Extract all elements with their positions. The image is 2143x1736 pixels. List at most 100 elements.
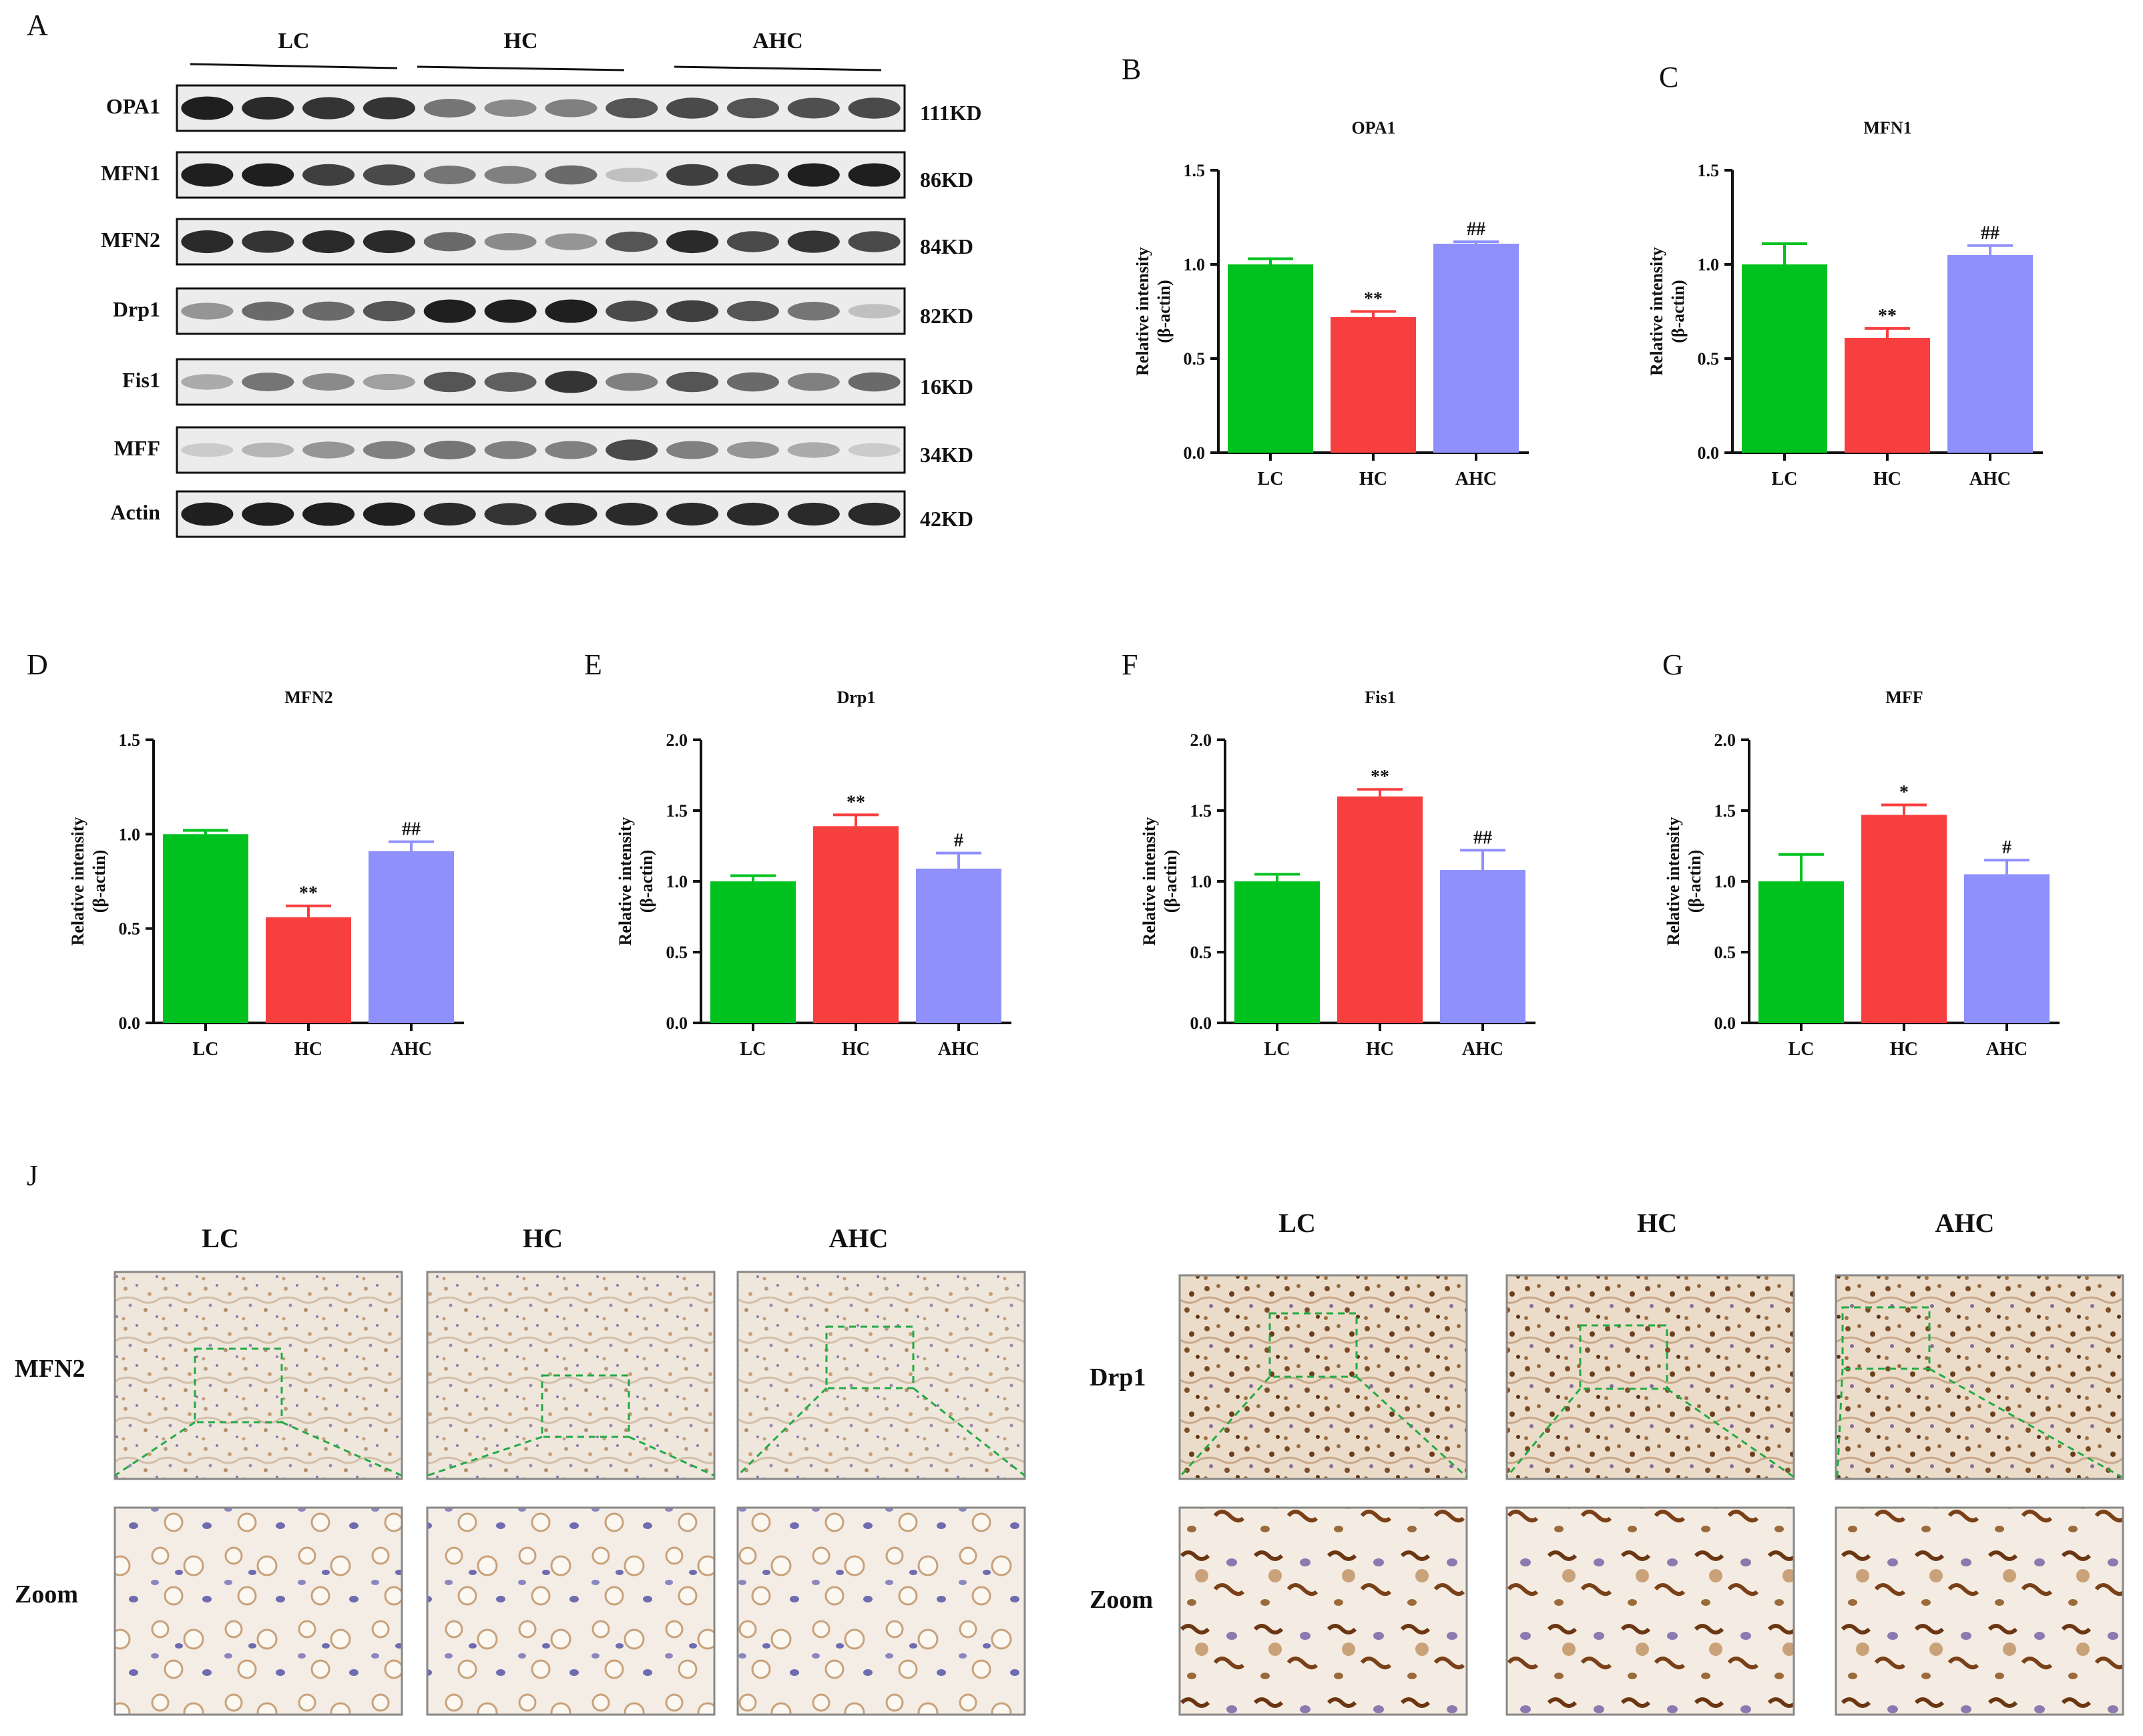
x-tick-label: LC: [193, 1039, 219, 1060]
y-tick-label: 0.5: [1714, 943, 1736, 962]
y-tick-label: 0.0: [666, 1014, 688, 1033]
blot-group-line: [674, 65, 882, 71]
bar-ahc: [369, 851, 454, 1023]
y-tick-label: 1.5: [1190, 801, 1212, 821]
bar-hc: [1337, 796, 1423, 1023]
blot-band: [848, 163, 901, 187]
ihc-drp1-hc-zoom: [1505, 1506, 1795, 1716]
panel-label-G: G: [1662, 648, 1684, 681]
blot-band: [787, 302, 840, 320]
ihc-left-col-lc: LC: [202, 1223, 239, 1253]
significance-mark: **: [847, 792, 865, 813]
zoom-box-mfn2-ahc: [825, 1325, 915, 1389]
blot-band: [545, 441, 598, 459]
significance-mark: #: [954, 831, 963, 851]
blot-size-label: 42KD: [920, 507, 973, 531]
blot-band: [302, 373, 355, 391]
blot-band: [787, 230, 840, 253]
blot-group-line: [417, 65, 625, 71]
blot-band: [363, 300, 415, 322]
chart-drp1: Drp1 0.0 0.5 1.0 1.5 2.0 Relative intensity (β-…: [616, 688, 1011, 1060]
blot-band: [545, 99, 598, 118]
blot-band: [787, 442, 840, 458]
bar-hc: [1861, 815, 1947, 1023]
bar-ahc: [1440, 870, 1525, 1023]
blot-band: [423, 99, 476, 118]
chart-mfn2: MFN2 0.0 0.5 1.0 1.5 Relative intensity (β-act…: [68, 688, 464, 1060]
blot-band: [242, 96, 294, 120]
chart-title: MFN1: [1863, 118, 1911, 138]
ihc-left-col-hc: HC: [523, 1223, 563, 1253]
blot-protein-label: Drp1: [113, 297, 160, 321]
blot-band: [242, 373, 294, 391]
blot-band: [363, 164, 415, 186]
panel-label-C: C: [1659, 61, 1678, 93]
blot-band: [302, 230, 355, 254]
blot-protein-label: MFN2: [101, 228, 160, 252]
panel-label-D: D: [27, 648, 48, 681]
blot-band: [666, 97, 719, 119]
blot-band: [484, 99, 537, 118]
blot-protein-label: Actin: [110, 500, 160, 524]
x-tick-label: AHC: [1455, 469, 1497, 489]
y-tick-label: 0.5: [1190, 943, 1212, 962]
zoom-box-mfn2-hc: [541, 1374, 630, 1438]
bar-hc: [266, 917, 351, 1023]
bar-lc: [1742, 264, 1827, 453]
y-tick-label: 2.0: [1714, 730, 1736, 750]
significance-mark: **: [1878, 306, 1897, 327]
blot-band: [484, 299, 537, 323]
x-tick-label: HC: [1890, 1039, 1918, 1060]
x-tick-label: AHC: [1986, 1039, 2028, 1060]
chart-opa1: OPA1 0.0 0.5 1.0 1.5 Relative intensity (β-act…: [1133, 118, 1529, 489]
blot-band: [666, 502, 719, 526]
blot-band: [606, 300, 658, 322]
blot-protein-label: MFN1: [101, 161, 160, 185]
blot-band: [545, 502, 598, 526]
significance-mark: ##: [402, 819, 421, 840]
blot-band: [181, 302, 234, 320]
blot-band: [363, 373, 415, 391]
bar-hc: [813, 826, 899, 1023]
x-tick-label: AHC: [1969, 469, 2011, 489]
ihc-mfn2-lc-zoom: [113, 1506, 403, 1716]
blot-band: [484, 441, 537, 459]
blot-band: [484, 166, 537, 184]
x-tick-label: AHC: [938, 1039, 979, 1060]
panel-label-F: F: [1122, 648, 1138, 681]
significance-mark: ##: [1981, 223, 1999, 244]
bar-lc: [1234, 881, 1320, 1023]
blot-band: [181, 230, 234, 254]
blot-band: [242, 502, 294, 526]
blot-protein-label: OPA1: [106, 94, 160, 118]
y-axis-label: Relative intensity (β-actin): [616, 817, 656, 946]
blot-band: [363, 97, 415, 120]
blot-band: [848, 231, 901, 252]
bar-hc: [1331, 316, 1416, 453]
blot-band: [606, 168, 658, 182]
y-tick-label: 1.5: [119, 730, 141, 750]
blot-row-box: [176, 84, 906, 132]
significance-mark: *: [1899, 783, 1909, 803]
y-tick-label: 0.0: [1714, 1014, 1736, 1033]
blot-band: [726, 231, 779, 252]
ihc-row-label-mfn2: MFN2: [15, 1355, 85, 1383]
x-tick-label: HC: [1366, 1039, 1394, 1060]
panel-label-A: A: [27, 9, 48, 41]
blot-band: [848, 502, 901, 526]
bar-lc: [710, 881, 796, 1023]
chart-title: MFN2: [284, 688, 332, 707]
bar-lc: [163, 834, 248, 1023]
blot-size-label: 111KD: [920, 101, 981, 125]
chart-title: MFF: [1885, 688, 1923, 707]
blot-band: [606, 439, 658, 461]
x-tick-label: LC: [1789, 1039, 1815, 1060]
blot-band: [423, 232, 476, 252]
bar-ahc: [1433, 243, 1519, 453]
y-tick-label: 0.5: [666, 943, 688, 962]
y-tick-label: 0.0: [1698, 443, 1720, 463]
panel-label-J: J: [27, 1159, 38, 1192]
blot-band: [545, 165, 598, 185]
blot-band: [726, 97, 779, 119]
blot-row-box: [176, 287, 906, 335]
